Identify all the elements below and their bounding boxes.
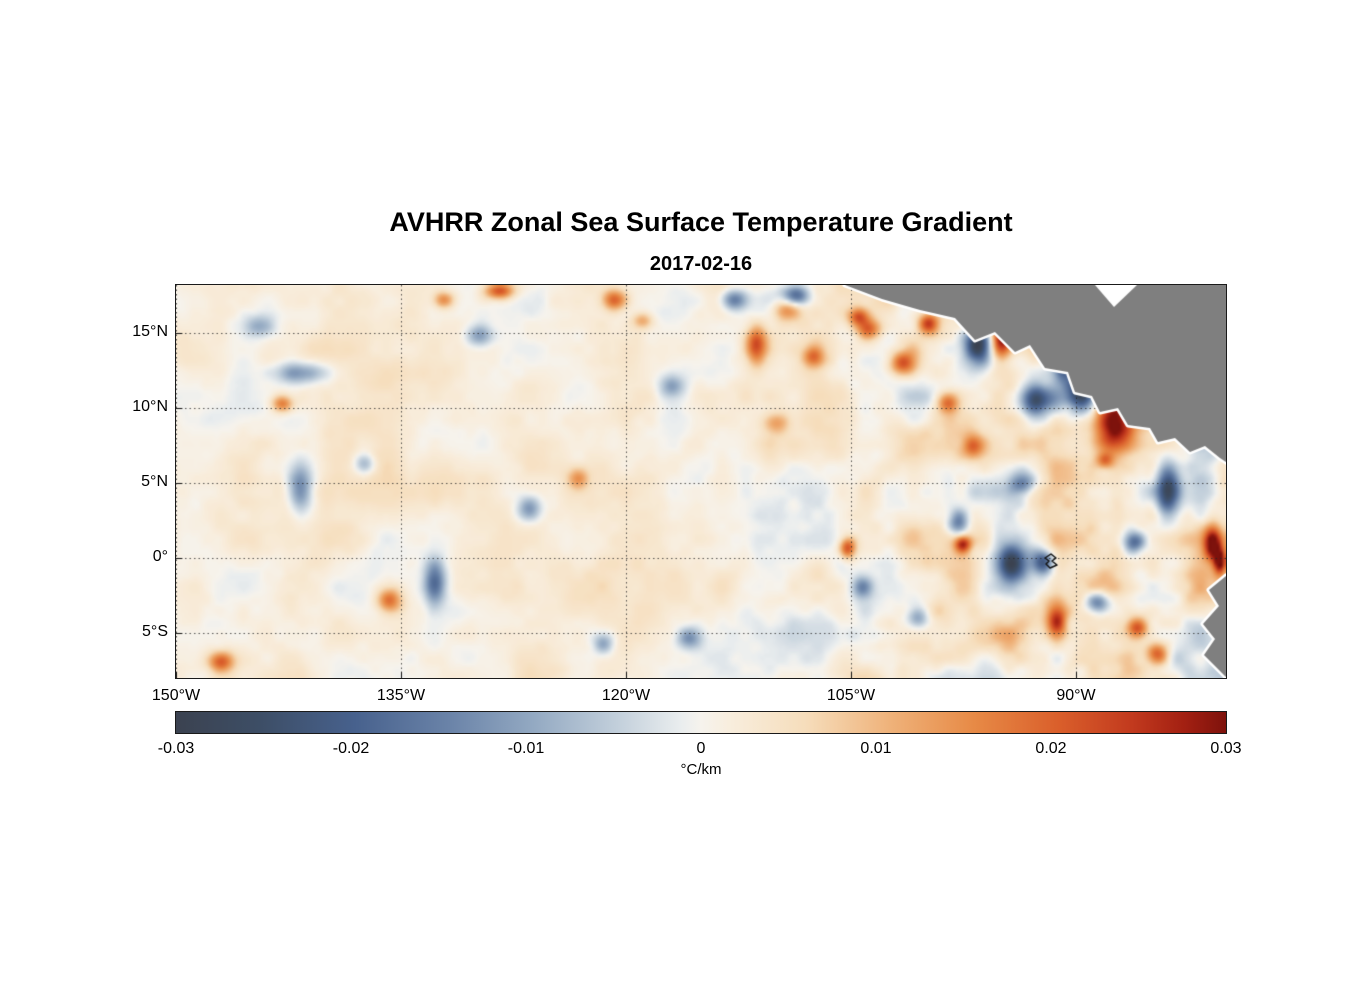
colorbar-tick-label: -0.02 bbox=[332, 740, 370, 757]
y-tick-label: 10°N bbox=[132, 398, 168, 415]
colorbar-tick-label: 0 bbox=[696, 740, 706, 757]
y-tick-label: 5°N bbox=[141, 473, 168, 490]
colorbar-tick-label: 0.03 bbox=[1210, 740, 1242, 757]
x-tick-label: 105°W bbox=[826, 687, 876, 704]
x-tick-label: 90°W bbox=[1056, 687, 1096, 704]
y-tick-label: 5°S bbox=[142, 623, 168, 640]
colorbar-tick-label: 0.01 bbox=[860, 740, 892, 757]
chart-date-subtitle: 2017-02-16 bbox=[649, 253, 753, 275]
map-plot-area bbox=[175, 284, 1227, 679]
colorbar-tick-label: -0.01 bbox=[507, 740, 545, 757]
sst-gradient-heatmap bbox=[176, 285, 1226, 678]
colorbar-tick-label: -0.03 bbox=[157, 740, 195, 757]
y-tick-label: 15°N bbox=[132, 323, 168, 340]
colorbar-tick-label: 0.02 bbox=[1035, 740, 1067, 757]
x-tick-label: 150°W bbox=[151, 687, 201, 704]
colorbar-gradient bbox=[175, 711, 1227, 734]
x-tick-label: 120°W bbox=[601, 687, 651, 704]
y-tick-label: 0° bbox=[152, 548, 168, 565]
chart-title: AVHRR Zonal Sea Surface Temperature Grad… bbox=[389, 207, 1013, 237]
x-tick-label: 135°W bbox=[376, 687, 426, 704]
colorbar-unit-label: °C/km bbox=[680, 761, 722, 778]
